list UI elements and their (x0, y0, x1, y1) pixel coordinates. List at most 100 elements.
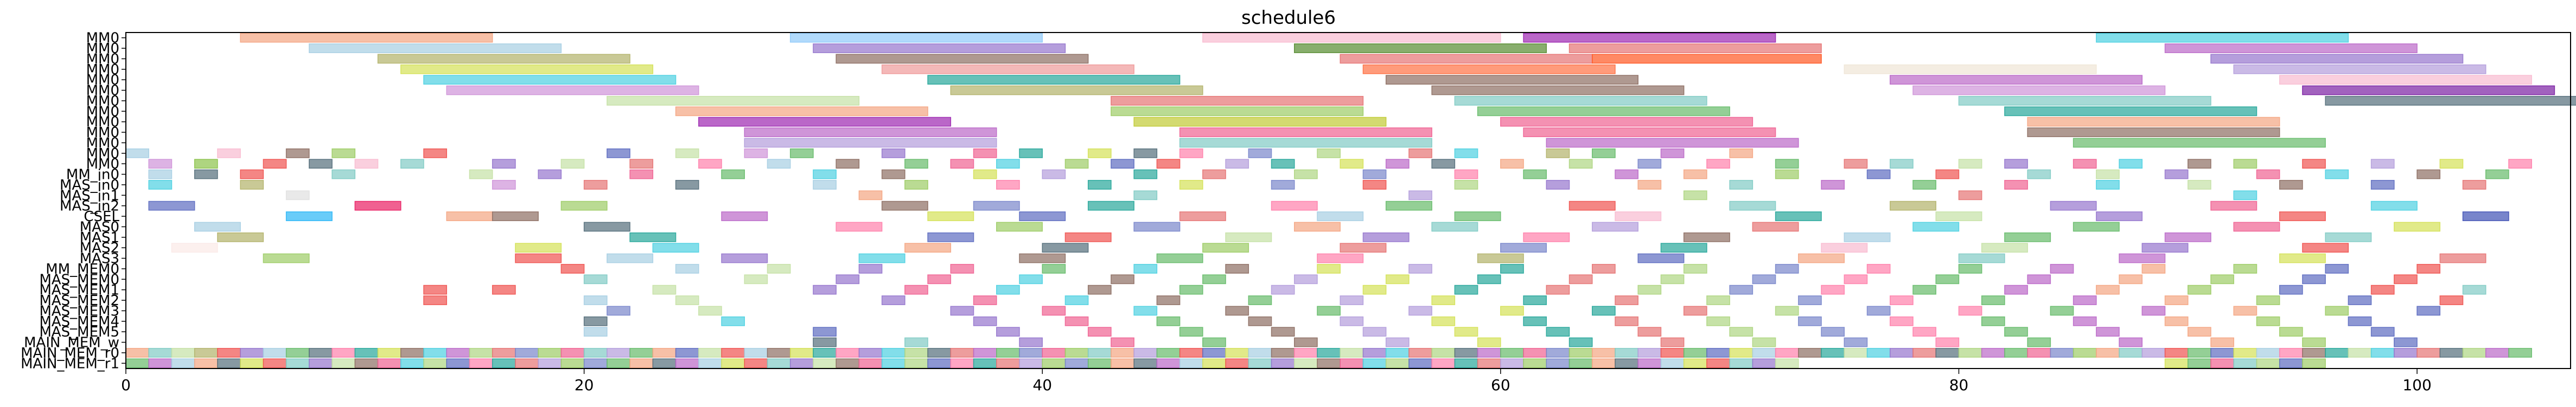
task-bar (354, 358, 379, 369)
task-bar (1111, 106, 1364, 117)
task-bar (2164, 232, 2211, 242)
task-bar (813, 43, 1066, 53)
task-bar (1340, 159, 1364, 169)
x-tick-label: 80 (1949, 376, 1969, 394)
task-bar (1615, 169, 1638, 179)
task-bar (927, 232, 974, 242)
task-bar (813, 348, 837, 358)
task-bar (285, 358, 310, 369)
task-bar (1408, 306, 1432, 316)
task-bar (1615, 348, 1638, 358)
task-bar (1271, 159, 1295, 169)
task-bar (1821, 180, 1845, 190)
task-bar (583, 222, 630, 232)
task-bar (1087, 285, 1112, 295)
task-bar (2233, 159, 2258, 169)
task-bar (1683, 264, 1707, 274)
task-bar (881, 348, 906, 358)
task-bar (1958, 253, 2005, 263)
task-bar (1225, 264, 1249, 274)
task-bar (629, 169, 654, 179)
task-bar (904, 348, 928, 358)
task-bar (446, 211, 493, 221)
task-bar (1156, 295, 1181, 305)
task-bar (767, 159, 791, 169)
task-bar (1546, 327, 1570, 337)
task-bar (996, 180, 1020, 190)
task-bar (629, 358, 654, 369)
task-bar (2187, 285, 2211, 295)
task-bar (1202, 33, 1501, 43)
task-bar (309, 348, 333, 358)
task-bar (2050, 306, 2074, 316)
task-bar (331, 148, 356, 158)
task-bar (560, 201, 608, 211)
x-tick-label: 40 (1032, 376, 1052, 394)
task-bar (652, 348, 677, 358)
task-bar (2027, 117, 2280, 127)
task-bar (721, 358, 745, 369)
task-bar (881, 358, 906, 369)
task-bar (1156, 358, 1181, 369)
task-bar (858, 253, 906, 263)
task-bar (423, 295, 447, 305)
row-labels: MM0MM0MM0MM0MM0MM0MM0MM0MM0MM0MM0MM0MM0M… (21, 30, 126, 372)
task-bar (789, 348, 814, 358)
task-bar (881, 169, 906, 179)
task-bar (1385, 348, 1410, 358)
task-bar (1912, 85, 2166, 95)
task-bar (1866, 169, 1891, 179)
task-bar (583, 316, 608, 326)
task-bar (1775, 169, 1799, 179)
task-bar (1844, 348, 1868, 358)
task-bar (2370, 180, 2395, 190)
task-bar (1385, 274, 1410, 285)
task-bar (881, 148, 906, 158)
task-bar (1683, 306, 1707, 316)
task-bar (309, 159, 333, 169)
row-label: MAS3 (80, 251, 119, 267)
task-bar (1637, 348, 1662, 358)
task-bar (354, 159, 379, 169)
task-bar (1133, 358, 1158, 369)
task-bar (1568, 274, 1593, 285)
task-bar (1385, 201, 1432, 211)
task-bar (2256, 358, 2280, 369)
task-bar (698, 159, 722, 169)
task-bar (973, 169, 997, 179)
task-bar (1294, 222, 1341, 232)
task-bar (331, 358, 356, 369)
task-bar (652, 243, 699, 253)
task-bar (1111, 274, 1134, 285)
task-bar (607, 148, 630, 158)
task-bar (1729, 285, 1754, 295)
task-bar (973, 358, 997, 369)
x-tick-label: 0 (121, 376, 131, 394)
task-bar (1133, 117, 1387, 127)
task-bar (1317, 306, 1341, 316)
task-bar (1935, 211, 1982, 221)
task-bar (1958, 264, 1982, 274)
task-bar (1042, 348, 1066, 358)
task-bar (2233, 64, 2486, 74)
task-bar (675, 358, 699, 369)
row-label: MM0 (86, 156, 119, 172)
task-bar (1225, 348, 1249, 358)
task-bar (285, 348, 310, 358)
task-bar (515, 348, 539, 358)
task-bar (2416, 169, 2441, 179)
task-bar (2394, 337, 2418, 347)
task-bar (2073, 159, 2097, 169)
task-bar (400, 159, 424, 169)
task-bar (1523, 348, 1547, 358)
row-label: MM0 (86, 93, 119, 109)
task-bar (2256, 348, 2280, 358)
task-bar (1408, 190, 1432, 201)
task-bar (1477, 348, 1501, 358)
task-bar (2439, 295, 2464, 305)
task-bar (813, 285, 837, 295)
task-bar (1202, 243, 1249, 253)
task-bar (469, 169, 493, 179)
task-bar (2462, 180, 2486, 190)
task-bar (148, 180, 173, 190)
